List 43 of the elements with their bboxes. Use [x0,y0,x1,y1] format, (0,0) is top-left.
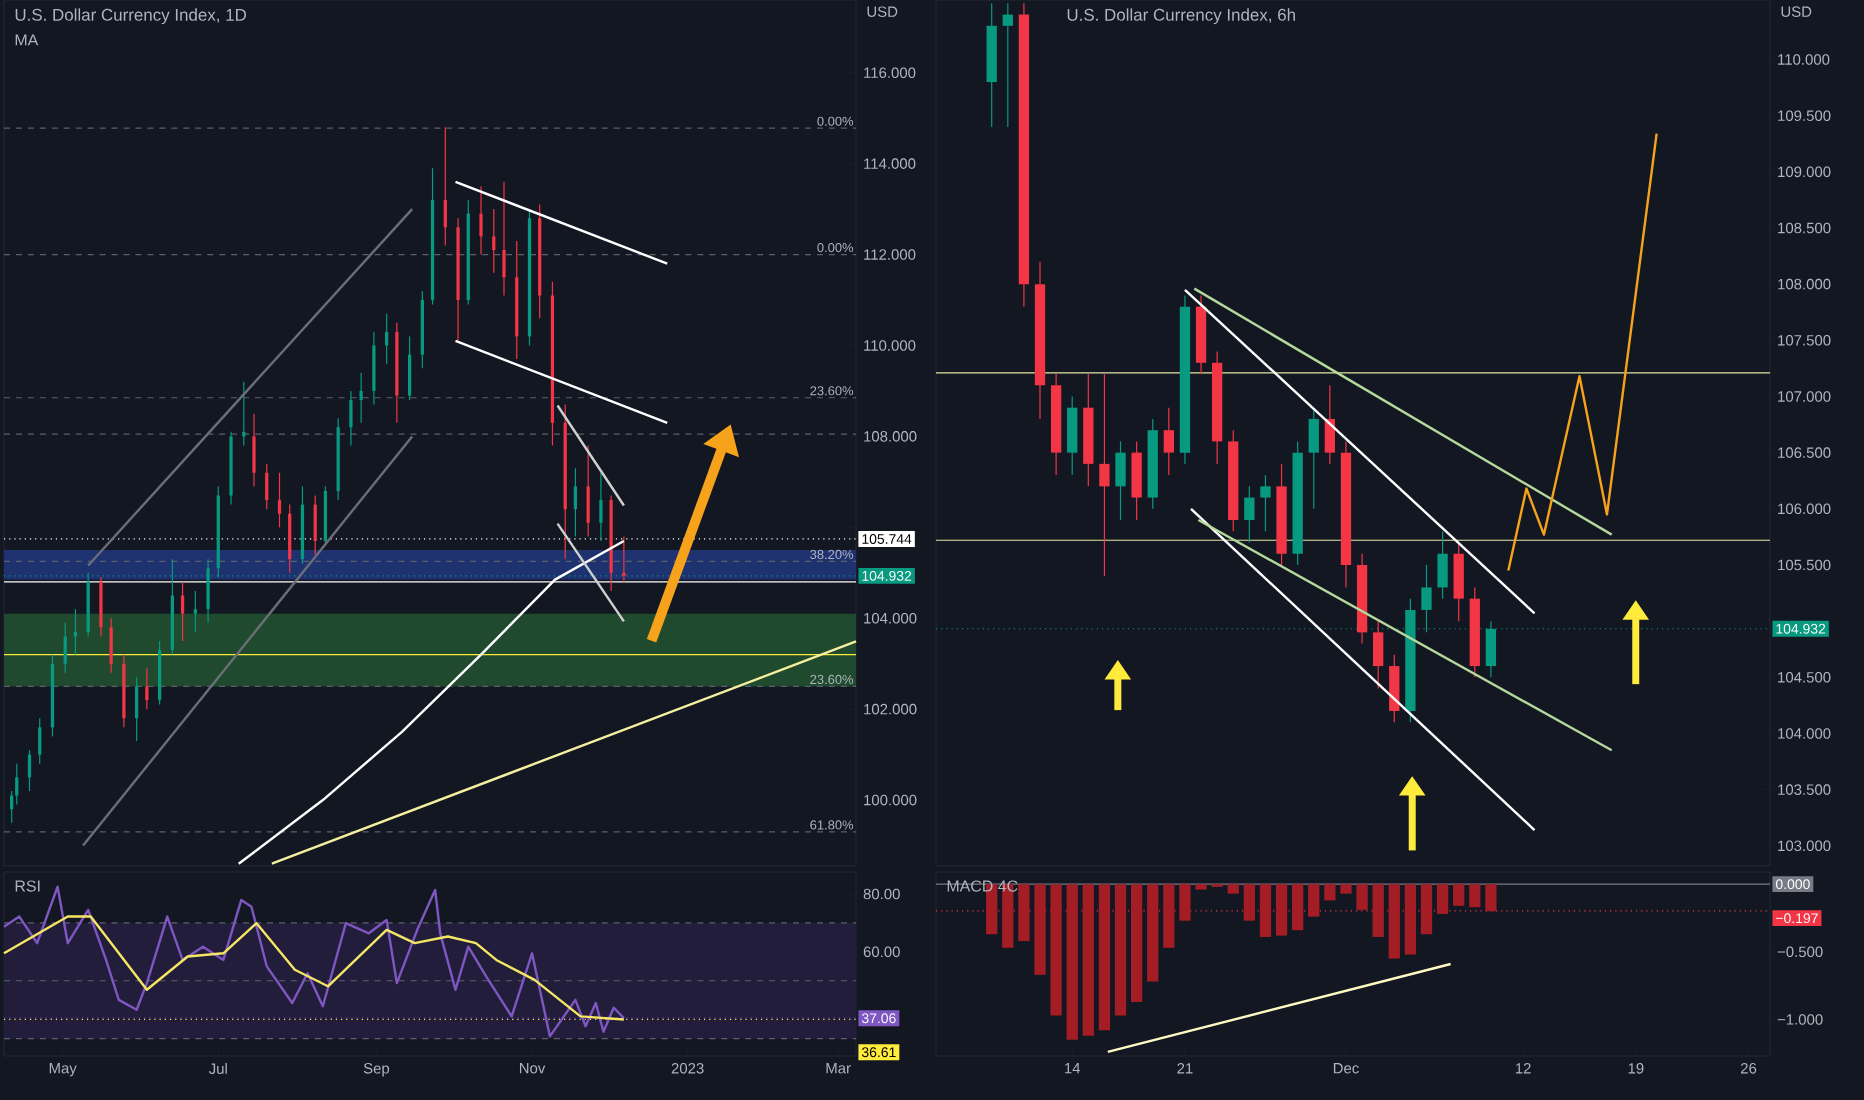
candlestick [1373,620,1384,690]
candlestick [265,463,269,510]
candlestick [479,185,483,256]
candlestick [38,717,42,765]
candlestick [1453,541,1464,622]
candlestick [492,208,496,274]
candlestick [573,467,578,538]
candlestick [288,503,292,574]
candlestick [1260,474,1271,532]
chart-title: U.S. Dollar Currency Index, 6h [1067,8,1295,25]
candlestick [99,576,103,638]
candlestick [180,581,185,642]
candlestick [109,617,113,674]
candlestick [1115,440,1126,521]
candlestick [443,126,447,247]
candlestick [502,181,506,297]
candlestick [252,413,256,488]
candlestick [349,390,353,447]
candlestick [135,676,139,742]
candlestick [193,590,197,633]
candlestick [1099,373,1110,577]
candlestick [277,472,282,528]
candlestick [359,372,363,424]
candlestick [1308,407,1319,510]
candlestick [1163,407,1174,476]
candlestick [1421,564,1432,633]
candlestick [1002,2,1013,128]
candlestick [1324,384,1336,465]
candlestick [1131,440,1142,521]
line-series [2,915,626,1021]
candlestick [599,472,603,542]
candlestick [1244,485,1255,544]
candlestick [145,667,149,710]
candlestick [622,535,626,583]
candlestick [586,444,590,538]
candlestick [407,335,412,401]
candlestick [63,622,67,674]
candlestick [1437,530,1448,600]
chart-title: U.S. Dollar Currency Index, 1D [15,8,247,25]
candlestick [1389,654,1400,723]
candlestick [372,331,376,406]
candlestick [1067,395,1078,476]
candlestick [313,494,317,556]
